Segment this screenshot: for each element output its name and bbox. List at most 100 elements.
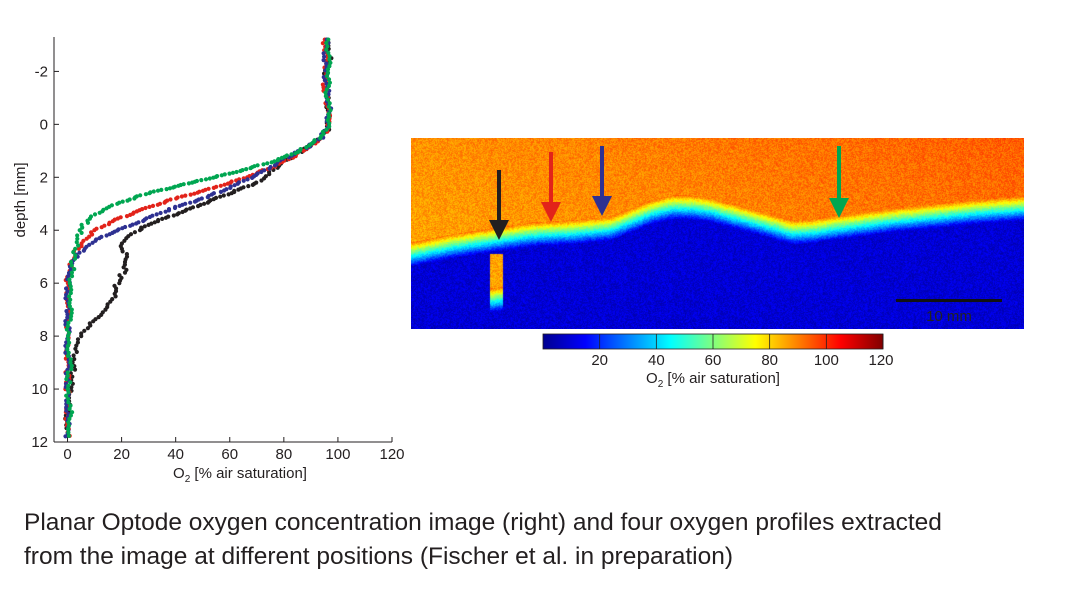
data-point: [255, 163, 260, 168]
y-tick-label: 10: [31, 381, 48, 398]
data-point: [150, 203, 156, 208]
data-point: [85, 220, 91, 225]
data-point: [248, 166, 253, 171]
data-point: [66, 337, 71, 342]
data-point: [327, 57, 332, 62]
data-point: [321, 75, 326, 80]
data-point: [67, 300, 72, 306]
data-point: [325, 97, 330, 102]
data-point: [218, 183, 223, 188]
data-point: [69, 274, 75, 279]
arrow-head: [489, 220, 509, 240]
data-point: [92, 228, 97, 233]
data-point: [188, 206, 193, 211]
data-point: [326, 77, 332, 82]
data-point: [69, 314, 74, 319]
data-point: [84, 236, 89, 241]
data-point: [160, 216, 165, 221]
data-point: [146, 222, 151, 227]
data-point: [66, 430, 71, 435]
data-point: [219, 173, 224, 178]
scale-bar-label: 10 mm: [926, 308, 972, 325]
data-point: [69, 287, 74, 292]
data-point: [143, 192, 148, 197]
data-point: [188, 192, 193, 197]
data-point: [226, 192, 231, 197]
profile-series: [63, 37, 334, 439]
data-point: [143, 205, 148, 211]
data-point: [75, 236, 80, 241]
profile-series-4: [64, 37, 333, 438]
data-point: [63, 296, 68, 301]
data-point: [90, 240, 95, 245]
data-point: [65, 370, 70, 375]
data-point: [171, 213, 176, 218]
data-point: [132, 196, 137, 201]
data-point: [304, 145, 309, 150]
y-tick-label: -2: [35, 63, 48, 80]
data-point: [67, 294, 72, 299]
data-point: [115, 201, 120, 206]
data-point: [65, 343, 70, 349]
data-point: [76, 243, 81, 248]
data-point: [104, 206, 109, 211]
data-point: [106, 222, 112, 227]
position-arrow-3: [592, 146, 612, 216]
data-point: [66, 396, 71, 402]
data-point: [68, 297, 73, 302]
data-point: [171, 185, 176, 190]
data-point: [166, 208, 172, 213]
data-point: [155, 202, 160, 207]
data-point: [272, 163, 278, 168]
data-point: [81, 248, 86, 253]
data-point: [164, 187, 169, 192]
data-point: [80, 225, 85, 230]
data-point: [152, 220, 157, 225]
data-point: [91, 319, 96, 324]
data-point: [67, 277, 72, 282]
data-point: [327, 54, 332, 59]
data-point: [327, 64, 332, 69]
data-point: [72, 357, 77, 362]
data-point: [325, 70, 331, 75]
data-point: [241, 178, 246, 183]
data-point: [68, 291, 73, 296]
data-point: [202, 201, 207, 206]
data-point: [235, 181, 240, 186]
data-point: [236, 187, 241, 192]
data-point: [324, 40, 329, 46]
data-point: [225, 181, 231, 186]
position-arrow-2: [541, 152, 561, 222]
data-point: [265, 161, 270, 166]
data-point: [67, 281, 72, 286]
scale-bar-line: [896, 299, 1002, 302]
data-point: [71, 250, 76, 255]
x-tick-label: 60: [221, 446, 238, 463]
caption-line-2: from the image at different positions (F…: [24, 543, 734, 570]
data-point: [79, 230, 84, 235]
data-point: [186, 181, 191, 186]
data-point: [192, 199, 198, 204]
data-point: [293, 151, 298, 156]
data-point: [65, 347, 70, 352]
x-axis-label: O2 [% air saturation]: [173, 465, 307, 485]
figure-caption: Planar Optode oxygen concentration image…: [24, 506, 1064, 574]
data-point: [67, 416, 72, 421]
oxygen-profile-chart: -2 0 2 4 6 8 10 12 0 20 40 60 80 100 120 depth [mm] O…: [12, 37, 405, 485]
data-point: [69, 307, 74, 312]
data-point: [196, 204, 201, 209]
data-point: [66, 427, 71, 432]
data-point: [327, 124, 332, 129]
data-point: [321, 58, 326, 63]
data-point: [68, 259, 74, 265]
profile-series-1: [63, 37, 334, 431]
data-point: [76, 246, 81, 251]
data-point: [246, 184, 251, 189]
y-tick-label: 2: [40, 169, 48, 186]
data-point: [180, 209, 185, 215]
data-point: [177, 203, 182, 208]
y-tick-label: 8: [40, 328, 48, 345]
data-point: [205, 200, 210, 205]
x-tick-label: 0: [63, 446, 71, 463]
data-point: [221, 193, 226, 198]
